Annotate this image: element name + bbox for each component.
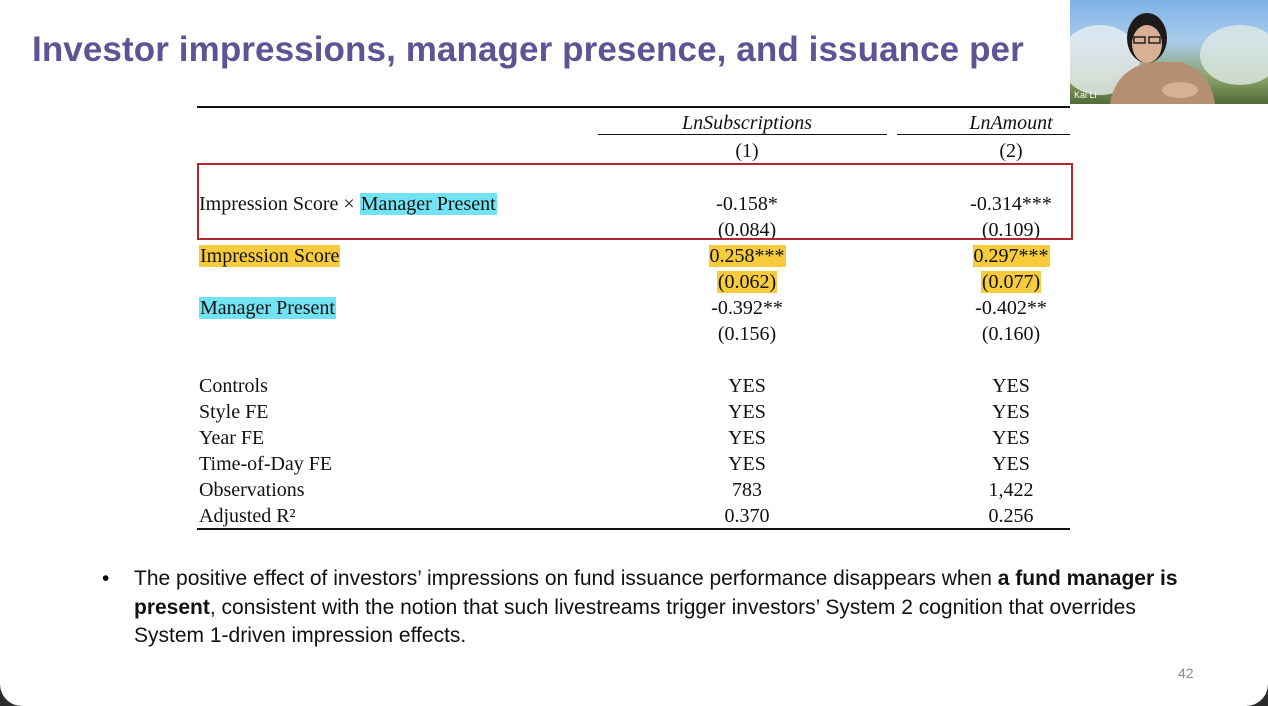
bullet-dot: • bbox=[102, 567, 110, 590]
row-label-part: Impression Score bbox=[199, 245, 341, 267]
cell-value: 1,422 bbox=[988, 479, 1034, 501]
participant-name: Kai Li bbox=[1074, 90, 1097, 100]
cell: (0.077) bbox=[861, 270, 1161, 294]
row-label-part: Manager Present bbox=[359, 193, 497, 215]
row-label-part: Time-of-Day FE bbox=[199, 453, 333, 475]
cell: -0.402** bbox=[861, 296, 1161, 320]
cell-value: (0.109) bbox=[981, 219, 1041, 241]
cell-value: YES bbox=[728, 453, 766, 475]
cell-value: (0.062) bbox=[716, 271, 778, 293]
cell: (0.156) bbox=[597, 322, 897, 346]
cell: 0.256 bbox=[861, 504, 1161, 528]
cell-value: (0.156) bbox=[717, 323, 777, 345]
cell-value: YES bbox=[728, 375, 766, 397]
table-top-rule bbox=[197, 106, 1070, 108]
cell: YES bbox=[597, 426, 897, 450]
cell: (0.109) bbox=[861, 218, 1161, 242]
cell-value: YES bbox=[728, 427, 766, 449]
row-label-part: Impression Score × bbox=[199, 193, 360, 215]
row-label: Time-of-Day FE bbox=[199, 452, 332, 476]
cell-value: (0.160) bbox=[981, 323, 1041, 345]
cell-value: -0.402** bbox=[975, 297, 1047, 319]
cell: YES bbox=[597, 452, 897, 476]
column-rule bbox=[598, 134, 887, 135]
row-label-part: Adjusted R² bbox=[199, 505, 296, 527]
cell-value: -0.158* bbox=[716, 193, 778, 215]
cell-value: (0.077) bbox=[980, 271, 1042, 293]
row-label: Controls bbox=[199, 374, 268, 398]
cell: 0.370 bbox=[597, 504, 897, 528]
row-label-part: Year FE bbox=[199, 427, 265, 449]
cell: -0.158* bbox=[597, 192, 897, 216]
bullet-text: The positive effect of investors’ impres… bbox=[134, 565, 1204, 651]
table-bottom-rule bbox=[197, 528, 1070, 530]
cell-value: -0.392** bbox=[711, 297, 783, 319]
column-header: LnAmount bbox=[969, 112, 1053, 134]
row-label-part: Observations bbox=[199, 479, 305, 501]
cell-value: YES bbox=[992, 401, 1030, 423]
cell: (0.062) bbox=[597, 270, 897, 294]
cell: (0.160) bbox=[861, 322, 1161, 346]
bullet-part: , consistent with the notion that such l… bbox=[134, 595, 1136, 648]
cell-value: YES bbox=[992, 453, 1030, 475]
cell: -0.392** bbox=[597, 296, 897, 320]
row-label: Impression Score × Manager Present bbox=[199, 192, 497, 216]
cell: YES bbox=[597, 374, 897, 398]
row-label-part: Controls bbox=[199, 375, 268, 397]
row-label: Adjusted R² bbox=[199, 504, 296, 528]
cell: (0.084) bbox=[597, 218, 897, 242]
column-number: (1) bbox=[735, 140, 759, 162]
cell: YES bbox=[861, 452, 1161, 476]
row-label: Style FE bbox=[199, 400, 268, 424]
cell-value: 0.256 bbox=[988, 505, 1034, 527]
column-header: LnSubscriptions bbox=[681, 112, 813, 134]
cell-value: YES bbox=[992, 427, 1030, 449]
cell-value: -0.314*** bbox=[970, 193, 1052, 215]
cell: 0.258*** bbox=[597, 244, 897, 268]
cell: YES bbox=[861, 374, 1161, 398]
bullet-part: a fund manager is present bbox=[134, 567, 1178, 619]
cell: YES bbox=[597, 400, 897, 424]
cell: 1,422 bbox=[861, 478, 1161, 502]
cell-value: YES bbox=[728, 401, 766, 423]
column-number: (2) bbox=[999, 140, 1023, 162]
column-rule bbox=[897, 134, 1070, 135]
cell: YES bbox=[861, 400, 1161, 424]
row-label: Observations bbox=[199, 478, 305, 502]
cell-value: 0.297*** bbox=[972, 245, 1050, 267]
cell: 0.297*** bbox=[861, 244, 1161, 268]
slide-title: Investor impressions, manager presence, … bbox=[32, 30, 1024, 69]
cell-value: YES bbox=[992, 375, 1030, 397]
cell-value: 0.370 bbox=[724, 505, 770, 527]
row-label-part: Style FE bbox=[199, 401, 269, 423]
cell: 783 bbox=[597, 478, 897, 502]
row-label-part: Manager Present bbox=[199, 297, 336, 319]
cell: YES bbox=[861, 426, 1161, 450]
webcam-video: Kai Li bbox=[1070, 0, 1268, 104]
bullet-part: The positive effect of investors’ impres… bbox=[134, 567, 998, 590]
cell-value: 0.258*** bbox=[708, 245, 786, 267]
row-label: Manager Present bbox=[199, 296, 336, 320]
row-label: Year FE bbox=[199, 426, 264, 450]
cell-value: 783 bbox=[732, 479, 762, 501]
highlight-box bbox=[197, 163, 1073, 240]
webcam-scene bbox=[1070, 13, 1268, 104]
row-label: Impression Score bbox=[199, 244, 341, 268]
page-number: 42 bbox=[1178, 665, 1194, 681]
cell: -0.314*** bbox=[861, 192, 1161, 216]
cell-value: (0.084) bbox=[717, 219, 777, 241]
